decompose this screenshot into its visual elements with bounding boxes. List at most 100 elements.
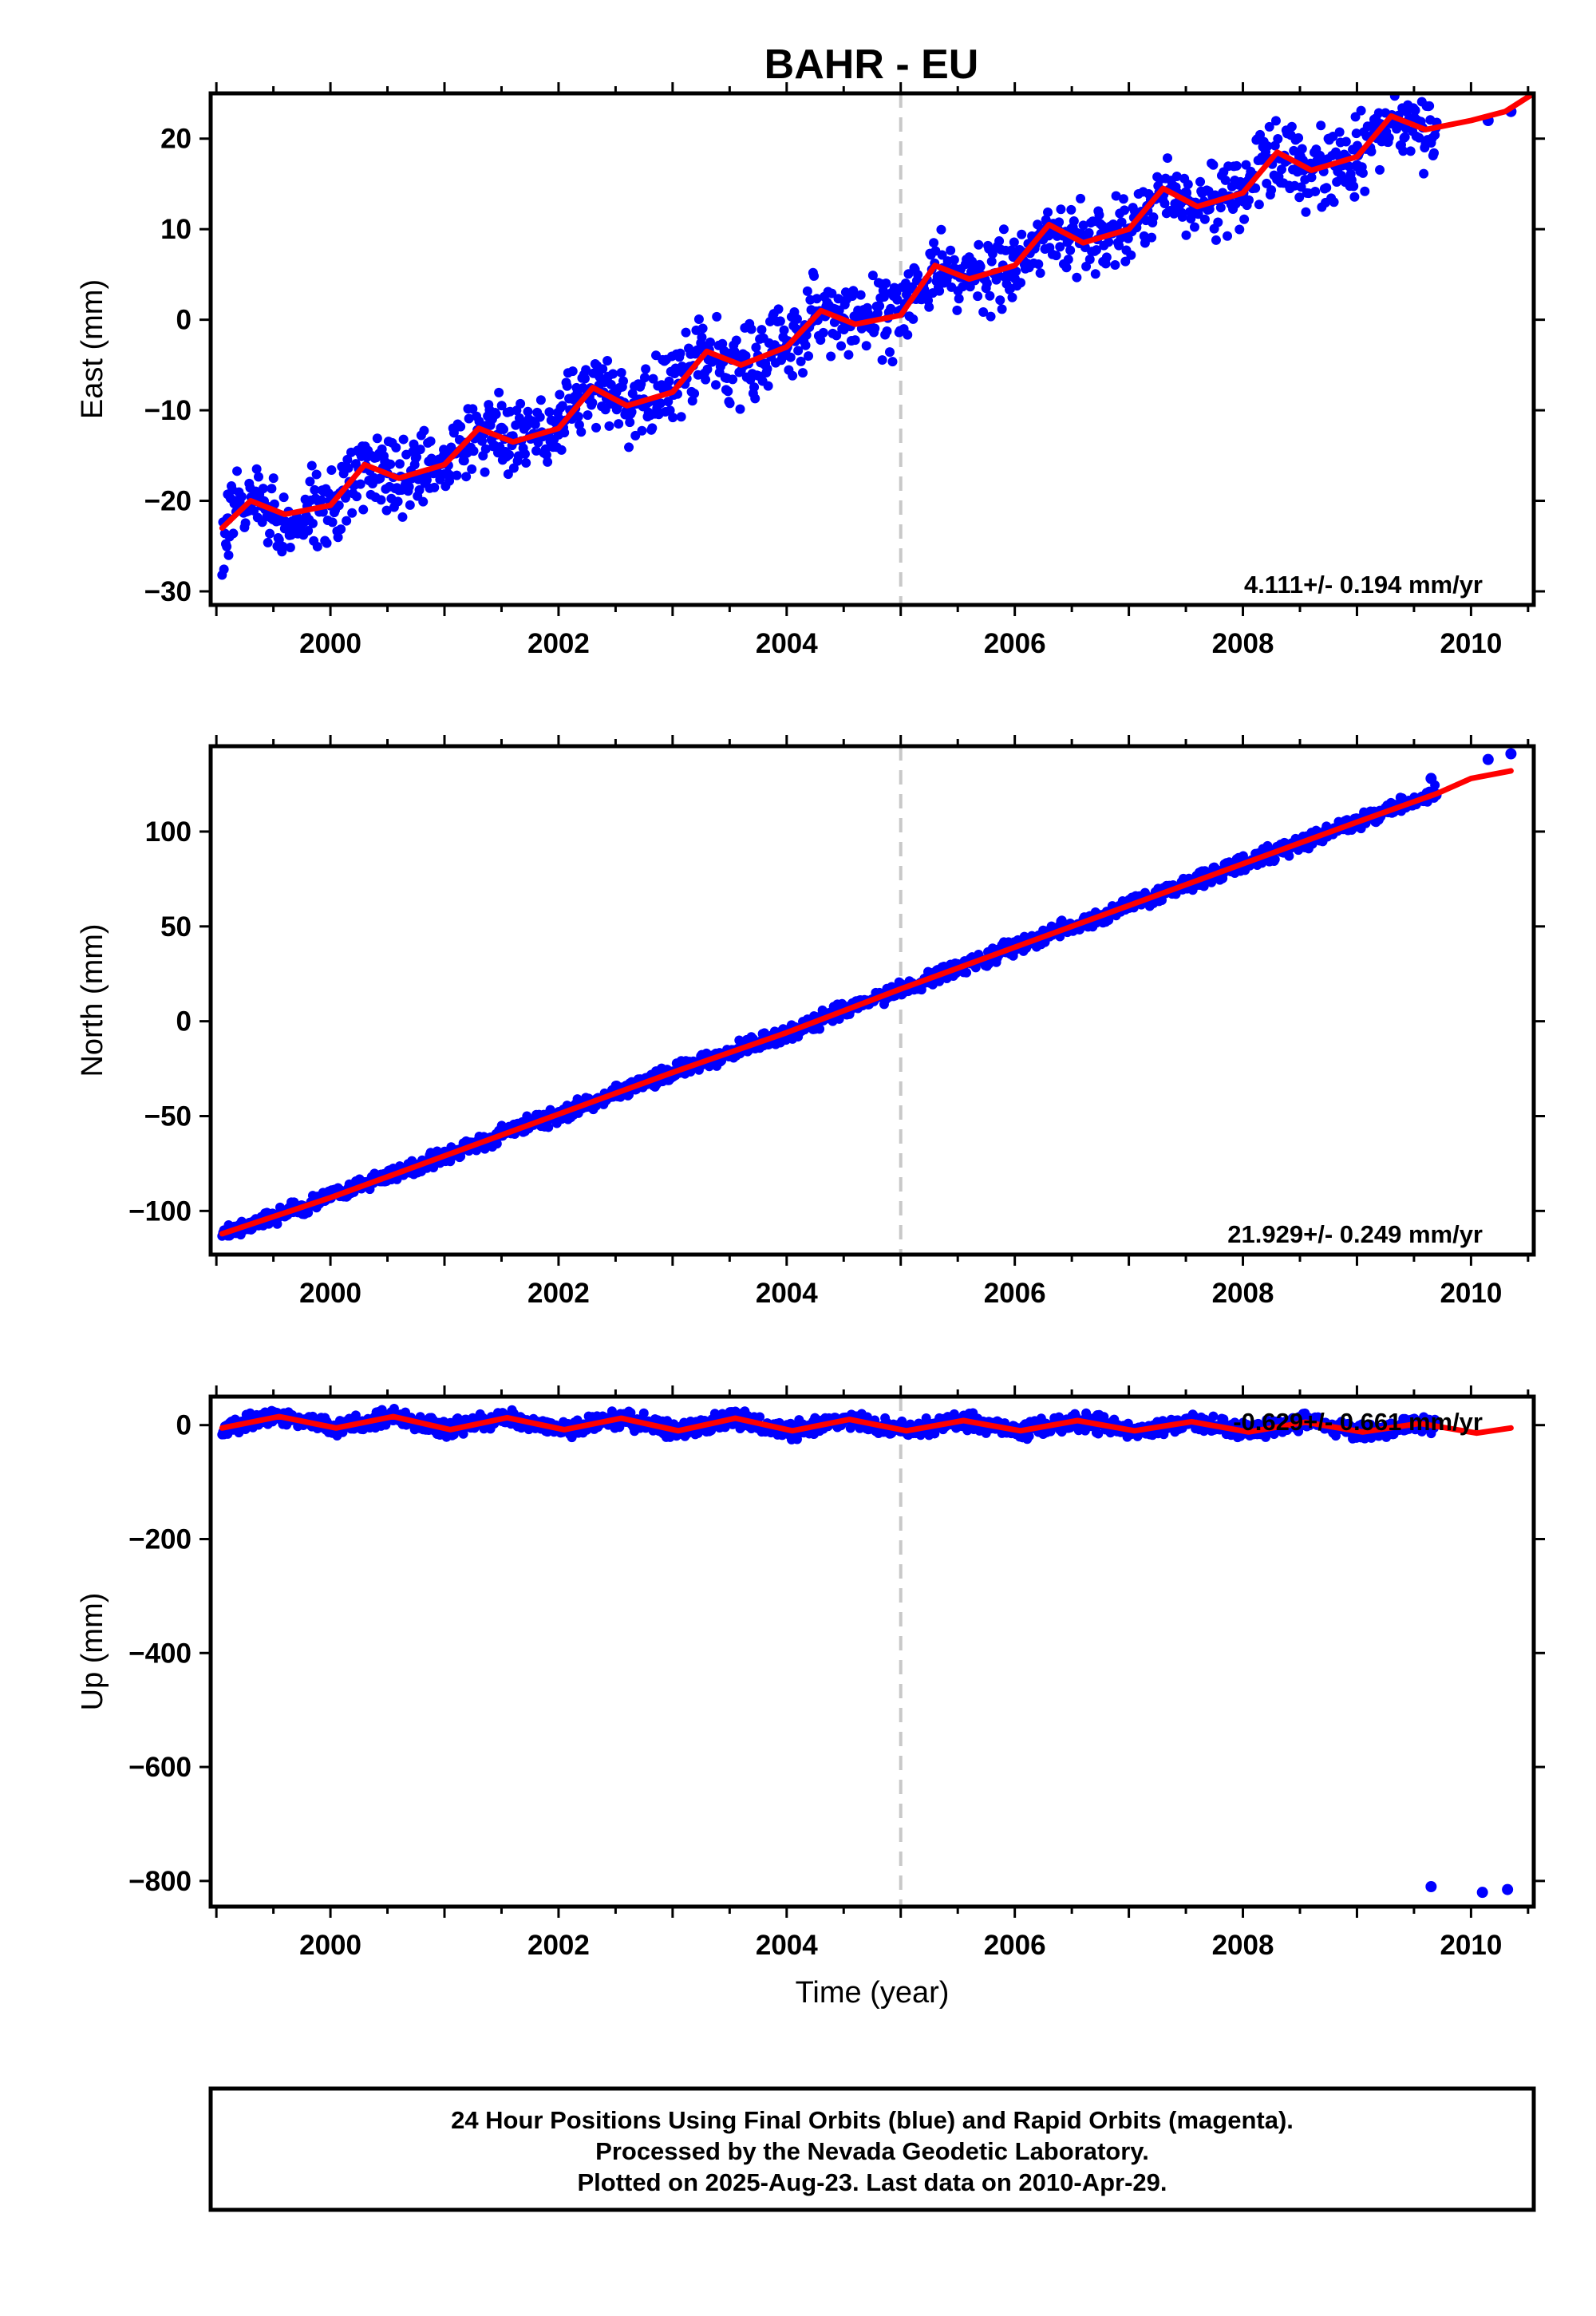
data-point [1375,164,1385,175]
data-point [219,564,229,575]
data-point [1093,1429,1104,1439]
data-point [1033,259,1044,269]
data-point [228,528,239,539]
plot-frame [208,744,1536,1257]
data-point [421,475,432,485]
data-point [397,512,408,522]
data-point [1294,192,1305,203]
data-point [757,325,767,335]
data-point [1181,230,1191,240]
data-point [638,1408,649,1418]
data-point [793,346,804,356]
data-point [801,330,812,340]
data-point [974,239,984,250]
model-fit-line [219,1413,1514,1437]
data-point [962,967,972,978]
y-tick-label: −200 [128,1524,192,1555]
x-tick-label: 2004 [756,628,818,659]
rate-label: 4.111+/- 0.194 mm/yr [1244,571,1483,599]
data-point [414,484,425,495]
data-point [929,238,939,248]
data-point [541,449,551,460]
data-point [1301,207,1311,217]
data-point [1114,240,1124,251]
data-point [1148,212,1159,223]
data-point [591,422,602,433]
model-fit-line [219,768,1514,1237]
data-point [762,364,772,374]
data-point [655,398,666,409]
data-point [884,347,895,358]
data-point [1349,192,1360,202]
x-tick-label: 2010 [1440,1930,1502,1961]
data-point [986,256,997,267]
data-point [877,355,887,366]
data-point [1344,161,1354,172]
data-point [949,255,959,265]
y-tick-label: −10 [144,395,192,426]
x-tick-label: 2000 [299,1930,361,1961]
data-point [994,236,1005,247]
data-point [1220,175,1231,185]
data-point [887,357,898,367]
data-point [1017,229,1027,239]
data-point [861,341,871,351]
data-point [986,311,996,322]
data-point [850,335,860,346]
data-point [826,351,836,362]
data-point [815,1024,825,1034]
data-point [886,303,896,314]
data-point [1140,238,1150,248]
y-tick-label: −30 [144,576,192,607]
data-point [326,464,337,475]
data-point [240,518,251,528]
data-point [1009,237,1019,247]
data-point [1310,187,1321,197]
data-point [1316,121,1326,131]
data-point [676,412,686,422]
data-point [792,314,802,324]
data-point [1118,194,1128,204]
data-point [381,505,392,516]
data-point [1262,141,1273,152]
data-point [1215,203,1226,213]
data-point [334,500,344,511]
y-tick-label: 50 [160,911,192,943]
data-point [398,434,409,445]
data-point [725,398,735,409]
data-point [648,373,658,384]
plot-frame [208,91,1536,607]
rate-label: 21.929+/- 0.249 mm/yr [1227,1220,1483,1248]
data-point [701,374,711,385]
data-point [641,364,651,374]
data-point [872,308,883,318]
y-tick-label: 100 [145,816,192,848]
data-point [1352,140,1362,151]
data-point [800,340,811,350]
y-tick-label: 0 [176,305,192,336]
data-point [1051,251,1061,261]
data-point [751,342,761,353]
data-point [1405,146,1416,156]
data-point [618,376,629,386]
data-point [1410,105,1420,116]
data-point [809,271,820,281]
data-point [1055,242,1065,252]
data-point [1241,160,1251,170]
data-point [265,528,275,539]
data-point [712,311,722,322]
data-point [848,286,859,296]
data-point [1424,101,1435,111]
data-point [1090,269,1100,279]
data-point [647,423,658,433]
data-point [978,306,989,317]
data-point [723,386,733,397]
data-point [556,445,567,455]
y-tick-label: −800 [128,1866,192,1897]
model-fit-line [219,93,1534,532]
data-point [954,294,964,304]
data-point [630,430,641,441]
data-point [689,389,700,399]
data-point [355,479,365,489]
data-point [461,472,472,482]
